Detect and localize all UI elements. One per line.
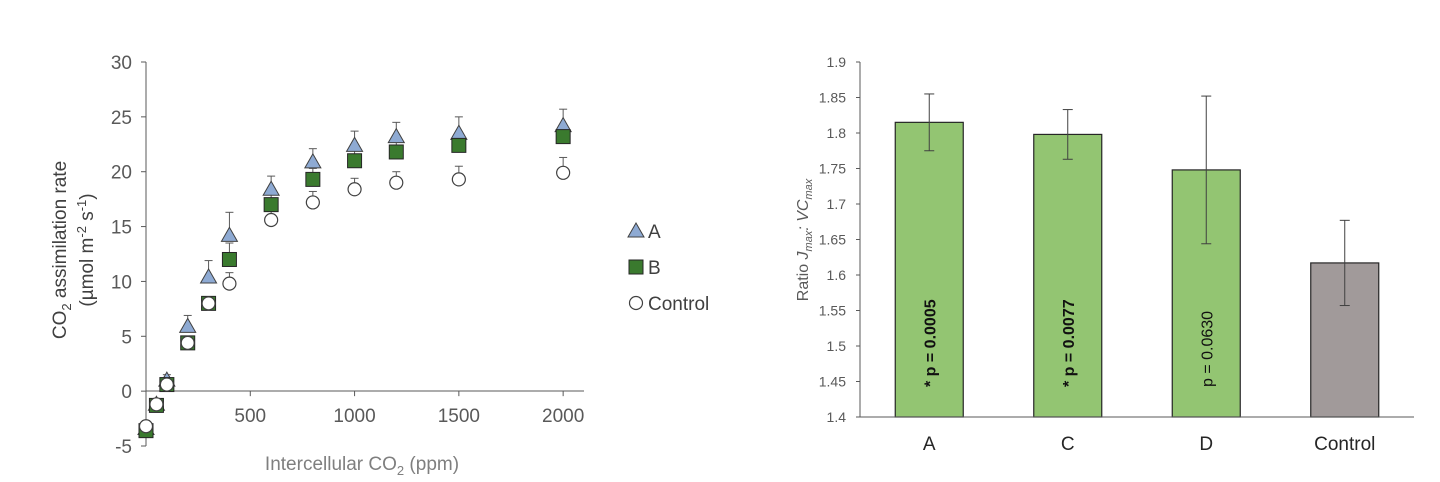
legend-marker-b [628, 259, 644, 275]
bar-y-tick-label: 1.7 [827, 196, 847, 212]
bar-a [894, 121, 964, 418]
scatter-y-axis-title-line1: CO2 assimilation rate [50, 161, 74, 339]
scatter-point-a [178, 317, 197, 333]
legend-marker-a [627, 221, 645, 238]
bar-y-tick-label: 1.9 [827, 54, 847, 70]
scatter-point-control [138, 419, 154, 434]
bar-y-tick-label: 1.5 [827, 338, 847, 354]
scatter-point-b [221, 251, 237, 267]
scatter-y-tick-label: 15 [111, 218, 132, 239]
bar-category-label: D [1199, 434, 1213, 455]
bar-category-label: Control [1314, 434, 1375, 455]
scatter-x-tick-label: 500 [234, 406, 266, 427]
scatter-y-tick-label: 5 [121, 327, 132, 348]
scatter-x-ticks: 500 1000 1500 2000 [234, 391, 584, 427]
scatter-point-b [347, 153, 363, 169]
legend-label-a: A [648, 222, 661, 243]
scatter-legend: AB Control [627, 221, 709, 315]
scatter-y-tick-label: 30 [111, 53, 132, 74]
scatter-y-tick-label: 0 [121, 382, 132, 403]
bar-p-value-label: p = 0.0630 [1199, 311, 1216, 387]
bar-y-tick-label: 1.65 [819, 232, 846, 248]
scatter-point-b [388, 144, 404, 160]
scatter-y-axis-title-line2: (µmol m-2 s-1) [74, 193, 98, 306]
scatter-x-tick-label: 1000 [333, 406, 375, 427]
bar-y-axis-title: Ratio Jmax: VCmax [795, 178, 815, 301]
scatter-point-b [305, 171, 321, 187]
scatter-point-a [345, 136, 364, 152]
scatter-points [137, 116, 573, 439]
scatter-point-control [201, 296, 216, 311]
legend-marker-control [628, 295, 644, 311]
bar-y-tick-label: 1.85 [819, 90, 846, 106]
bar-category-label: C [1061, 434, 1075, 455]
bar-panel: 1.4 1.45 1.5 1.55 1.6 1.65 1.7 1.75 1.8 1.85 1.9 *… [795, 54, 1414, 455]
scatter-point-control [180, 335, 195, 350]
bar-y-tick-label: 1.8 [827, 125, 847, 141]
bar-p-value-label: * p = 0.0005 [922, 299, 939, 387]
scatter-point-control [159, 377, 174, 392]
scatter-y-tick-label: 25 [111, 108, 132, 129]
bar-category-label: A [923, 434, 936, 455]
scatter-y-tick-label: 20 [111, 163, 132, 184]
scatter-x-axis-title: Intercellular CO2 (ppm) [265, 454, 459, 478]
legend-label-control: Control [648, 294, 709, 315]
bar-y-tick-label: 1.75 [819, 161, 846, 177]
scatter-y-tick-label: 10 [111, 272, 132, 293]
scatter-point-b [555, 129, 571, 145]
scatter-point-control [222, 276, 237, 291]
scatter-point-control [305, 195, 320, 210]
bar-y-ticks: 1.4 1.45 1.5 1.55 1.6 1.65 1.7 1.75 1.8 1.85 1.9 [819, 54, 860, 425]
scatter-point-control [451, 172, 466, 187]
scatter-x-tick-label: 2000 [542, 406, 584, 427]
scatter-point-a [387, 127, 406, 144]
bar-y-tick-label: 1.55 [819, 303, 846, 319]
scatter-point-b [451, 137, 467, 153]
scatter-point-a [262, 180, 281, 196]
scatter-y-tick-label: -5 [115, 437, 132, 458]
scatter-point-control [556, 165, 571, 180]
scatter-x-tick-label: 1500 [438, 406, 480, 427]
scatter-point-a [220, 226, 239, 242]
scatter-y-ticks: -5 0 5 10 15 20 25 30 [111, 53, 146, 458]
scatter-point-a [303, 152, 322, 169]
scatter-point-a [449, 124, 468, 140]
scatter-point-b [263, 197, 279, 213]
scatter-point-control [389, 175, 404, 190]
legend-label-b: B [648, 258, 661, 279]
scatter-point-control [264, 212, 279, 228]
scatter-point-control [347, 182, 362, 197]
bar-y-tick-label: 1.6 [827, 267, 847, 283]
bar-x-labels: A C D Control [923, 434, 1375, 455]
scatter-point-control [149, 397, 164, 412]
bar-y-tick-label: 1.4 [827, 409, 847, 425]
scatter-panel: -5 0 5 10 15 20 25 30 500 1000 1500 2000 Intercell… [50, 53, 709, 478]
scatter-point-a [199, 268, 218, 284]
bar-series: * p = 0.0005 * p = 0.0077 p = 0.0630 [894, 93, 1380, 418]
bar-p-value-label: * p = 0.0077 [1061, 299, 1078, 387]
bar-y-tick-label: 1.45 [819, 374, 846, 390]
